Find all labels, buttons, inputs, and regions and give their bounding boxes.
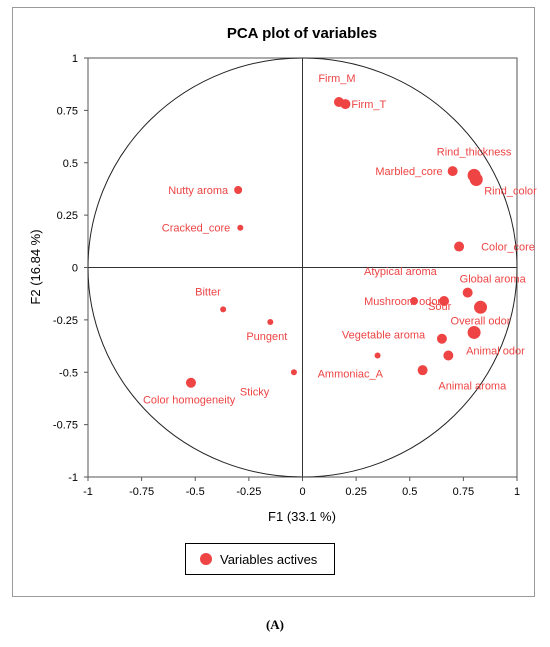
figure-caption: (A) bbox=[265, 617, 285, 632]
x-tick-label: 0.5 bbox=[402, 486, 417, 498]
data-point bbox=[436, 333, 447, 344]
data-point bbox=[417, 365, 428, 376]
chart-frame bbox=[12, 7, 535, 597]
y-tick-label: -0.75 bbox=[53, 420, 78, 432]
data-point bbox=[237, 224, 244, 231]
point-label: Color_core bbox=[481, 242, 535, 254]
point-label: Ammoniac_A bbox=[318, 368, 384, 380]
data-point bbox=[267, 318, 274, 325]
point-labels-layer: Firm_M Firm_T Rind_thickness Rind_color Marb… bbox=[143, 73, 537, 407]
data-point bbox=[469, 173, 483, 187]
data-point bbox=[439, 296, 450, 307]
data-point bbox=[340, 99, 351, 110]
x-tick-label: -1 bbox=[83, 486, 93, 498]
point-label: Vegetable aroma bbox=[342, 330, 426, 342]
x-tick-label: 0.25 bbox=[345, 486, 366, 498]
x-tick-label: -0.75 bbox=[129, 486, 154, 498]
chart-title: PCA plot of variables bbox=[227, 25, 377, 42]
y-tick-label: 0.25 bbox=[57, 210, 78, 222]
y-tick-label: 1 bbox=[72, 53, 78, 65]
axes-layer: -1 -0.75 -0.5 -0.25 0 0.25 0.5 0.75 1 -1 -0.75 -0.5… bbox=[53, 53, 520, 498]
data-point bbox=[234, 185, 243, 194]
point-label: Animal odor bbox=[466, 345, 525, 357]
point-label: Mushroom odor bbox=[364, 296, 441, 308]
legend-label: Variables actives bbox=[220, 551, 318, 567]
point-label: Nutty aroma bbox=[168, 185, 229, 197]
y-axis-label: F2 (16.84 %) bbox=[28, 229, 43, 304]
x-tick-label: -0.5 bbox=[186, 486, 205, 498]
data-point bbox=[447, 166, 458, 177]
y-tick-label: 0.5 bbox=[63, 158, 78, 170]
x-tick-label: 0 bbox=[299, 486, 305, 498]
point-label: Sticky bbox=[240, 386, 270, 398]
y-tick-label: -1 bbox=[68, 472, 78, 484]
point-label: Cracked_core bbox=[162, 223, 230, 235]
data-point bbox=[474, 300, 488, 314]
y-tick-label: -0.25 bbox=[53, 315, 78, 327]
point-label: Atypical aroma bbox=[364, 266, 438, 278]
x-tick-label: 0.75 bbox=[453, 486, 474, 498]
data-point bbox=[467, 325, 481, 339]
y-tick-label: 0.75 bbox=[57, 105, 78, 117]
data-point bbox=[443, 350, 454, 361]
point-label: Rind_thickness bbox=[437, 146, 512, 158]
point-label: Global aroma bbox=[460, 274, 527, 286]
point-label: Color homogeneity bbox=[143, 395, 236, 407]
point-label: Firm_T bbox=[351, 99, 386, 111]
x-tick-label: 1 bbox=[514, 486, 520, 498]
x-axis-label: F1 (33.1 %) bbox=[268, 509, 336, 524]
point-label: Rind_color bbox=[484, 186, 537, 198]
legend-marker bbox=[200, 553, 212, 565]
point-label: Bitter bbox=[195, 286, 221, 298]
data-point bbox=[290, 369, 297, 376]
data-point bbox=[410, 297, 419, 306]
point-label: Pungent bbox=[246, 331, 287, 343]
data-point bbox=[185, 377, 196, 388]
y-tick-label: -0.5 bbox=[59, 367, 78, 379]
y-tick-label: 0 bbox=[72, 263, 78, 275]
data-point bbox=[220, 306, 227, 313]
point-label: Animal aroma bbox=[438, 380, 507, 392]
data-point bbox=[462, 287, 473, 298]
data-point bbox=[374, 352, 381, 359]
point-label: Sour bbox=[428, 301, 452, 313]
x-tick-label: -0.25 bbox=[236, 486, 261, 498]
points-layer bbox=[185, 96, 488, 388]
legend: Variables actives bbox=[185, 543, 335, 575]
point-label: Overall odor bbox=[451, 315, 511, 327]
point-label: Firm_M bbox=[318, 73, 355, 85]
data-point bbox=[454, 241, 465, 252]
point-label: Marbled_core bbox=[375, 166, 442, 178]
